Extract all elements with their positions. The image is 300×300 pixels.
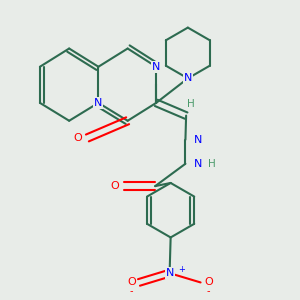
Text: H: H [208, 159, 216, 169]
Text: N: N [152, 62, 160, 72]
Text: +: + [178, 265, 185, 274]
Text: N: N [94, 98, 103, 108]
Text: N: N [194, 159, 202, 169]
Text: O: O [204, 278, 213, 287]
Text: -: - [130, 286, 133, 296]
Text: N: N [184, 74, 192, 83]
Text: O: O [74, 133, 82, 143]
Text: N: N [165, 268, 174, 278]
Text: N: N [194, 135, 202, 145]
Text: O: O [127, 278, 136, 287]
Text: -: - [207, 286, 210, 296]
Text: O: O [110, 181, 119, 191]
Text: H: H [188, 99, 195, 109]
